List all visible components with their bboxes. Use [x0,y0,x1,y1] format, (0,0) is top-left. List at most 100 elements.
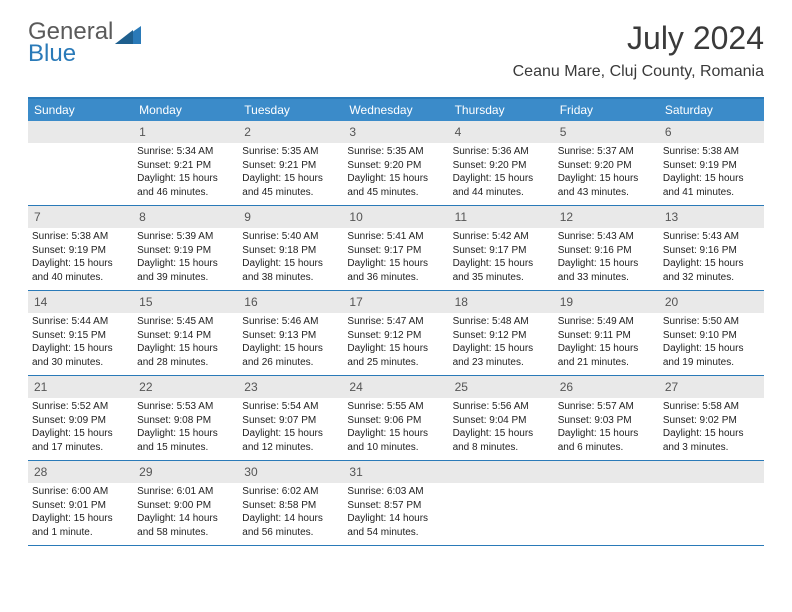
sunset-text: Sunset: 8:58 PM [242,499,339,513]
day-number [560,465,563,479]
sunset-text: Sunset: 8:57 PM [347,499,444,513]
day-body: Sunrise: 5:45 AMSunset: 9:14 PMDaylight:… [137,315,234,369]
sunset-text: Sunset: 9:08 PM [137,414,234,428]
day-number-row: 6 [659,121,764,143]
sunrise-text: Sunrise: 6:00 AM [32,485,129,499]
day-number: 2 [244,125,251,139]
day-cell: 23Sunrise: 5:54 AMSunset: 9:07 PMDayligh… [238,376,343,460]
day-cell: 3Sunrise: 5:35 AMSunset: 9:20 PMDaylight… [343,121,448,205]
sunset-text: Sunset: 9:21 PM [137,159,234,173]
sunrise-text: Sunrise: 5:40 AM [242,230,339,244]
sunset-text: Sunset: 9:06 PM [347,414,444,428]
day-body: Sunrise: 5:38 AMSunset: 9:19 PMDaylight:… [663,145,760,199]
day-number [665,465,668,479]
day-number: 31 [349,465,362,479]
sunrise-text: Sunrise: 5:48 AM [453,315,550,329]
daylight-text: Daylight: 15 hours and 43 minutes. [558,172,655,199]
location: Ceanu Mare, Cluj County, Romania [513,63,764,81]
day-number-row [659,461,764,483]
sunrise-text: Sunrise: 5:44 AM [32,315,129,329]
sunset-text: Sunset: 9:19 PM [137,244,234,258]
weekday-header: Sunday [28,99,133,121]
day-number-row: 15 [133,291,238,313]
day-cell: 31Sunrise: 6:03 AMSunset: 8:57 PMDayligh… [343,461,448,545]
day-number: 15 [139,295,152,309]
day-number: 24 [349,380,362,394]
sunset-text: Sunset: 9:01 PM [32,499,129,513]
sunrise-text: Sunrise: 5:50 AM [663,315,760,329]
sunrise-text: Sunrise: 5:38 AM [32,230,129,244]
week-row: 1Sunrise: 5:34 AMSunset: 9:21 PMDaylight… [28,121,764,206]
day-number: 18 [455,295,468,309]
weekday-header: Wednesday [343,99,448,121]
day-number-row: 26 [554,376,659,398]
day-number: 20 [665,295,678,309]
day-body: Sunrise: 5:55 AMSunset: 9:06 PMDaylight:… [347,400,444,454]
day-number: 23 [244,380,257,394]
day-number-row: 30 [238,461,343,483]
day-number: 16 [244,295,257,309]
day-cell: 27Sunrise: 5:58 AMSunset: 9:02 PMDayligh… [659,376,764,460]
daylight-text: Daylight: 15 hours and 28 minutes. [137,342,234,369]
day-cell: 24 Sunrise: 5:55 AMSunset: 9:06 PMDayligh… [343,376,448,460]
day-body: Sunrise: 5:39 AMSunset: 9:19 PMDaylight:… [137,230,234,284]
day-number-row: 8 [133,206,238,228]
day-number-row: 22 [133,376,238,398]
day-number-row: 18 [449,291,554,313]
sunset-text: Sunset: 9:17 PM [453,244,550,258]
logo-line2: Blue [28,42,113,66]
day-number-row: 11 [449,206,554,228]
day-number-row: 16 [238,291,343,313]
sunrise-text: Sunrise: 5:46 AM [242,315,339,329]
daylight-text: Daylight: 15 hours and 35 minutes. [453,257,550,284]
daylight-text: Daylight: 14 hours and 58 minutes. [137,512,234,539]
day-cell: 17Sunrise: 5:47 AMSunset: 9:12 PMDayligh… [343,291,448,375]
day-body: Sunrise: 5:47 AMSunset: 9:12 PMDaylight:… [347,315,444,369]
day-cell: 6 Sunrise: 5:38 AMSunset: 9:19 PMDaylight… [659,121,764,205]
daylight-text: Daylight: 15 hours and 30 minutes. [32,342,129,369]
day-cell: 19Sunrise: 5:49 AMSunset: 9:11 PMDayligh… [554,291,659,375]
sunset-text: Sunset: 9:03 PM [558,414,655,428]
sunset-text: Sunset: 9:15 PM [32,329,129,343]
daylight-text: Daylight: 15 hours and 32 minutes. [663,257,760,284]
daylight-text: Daylight: 15 hours and 41 minutes. [663,172,760,199]
day-number: 4 [455,125,462,139]
day-cell: 21Sunrise: 5:52 AMSunset: 9:09 PMDayligh… [28,376,133,460]
daylight-text: Daylight: 15 hours and 23 minutes. [453,342,550,369]
day-number-row: 20 [659,291,764,313]
sunrise-text: Sunrise: 5:43 AM [663,230,760,244]
day-number: 10 [349,210,362,224]
day-cell: 20 Sunrise: 5:50 AMSunset: 9:10 PMDayligh… [659,291,764,375]
day-cell: 4Sunrise: 5:36 AMSunset: 9:20 PMDaylight… [449,121,554,205]
sunset-text: Sunset: 9:00 PM [137,499,234,513]
daylight-text: Daylight: 15 hours and 10 minutes. [347,427,444,454]
sunrise-text: Sunrise: 5:37 AM [558,145,655,159]
sunrise-text: Sunrise: 6:01 AM [137,485,234,499]
day-body: Sunrise: 5:41 AMSunset: 9:17 PMDaylight:… [347,230,444,284]
day-body: Sunrise: 5:56 AMSunset: 9:04 PMDaylight:… [453,400,550,454]
sunset-text: Sunset: 9:12 PM [347,329,444,343]
sunset-text: Sunset: 9:20 PM [558,159,655,173]
day-number [34,125,37,139]
day-number-row: 3 [343,121,448,143]
day-number: 9 [244,210,251,224]
weekday-header-row: SundayMondayTuesdayWednesdayThursdayFrid… [28,99,764,121]
sunrise-text: Sunrise: 5:54 AM [242,400,339,414]
day-number: 26 [560,380,573,394]
day-number-row: 23 [238,376,343,398]
sunrise-text: Sunrise: 5:57 AM [558,400,655,414]
day-body: Sunrise: 5:34 AMSunset: 9:21 PMDaylight:… [137,145,234,199]
logo-text: General Blue [28,20,113,66]
day-body: Sunrise: 5:58 AMSunset: 9:02 PMDaylight:… [663,400,760,454]
day-number: 25 [455,380,468,394]
sunset-text: Sunset: 9:19 PM [663,159,760,173]
day-body: Sunrise: 5:50 AMSunset: 9:10 PMDaylight:… [663,315,760,369]
day-number-row: 17 [343,291,448,313]
day-number: 12 [560,210,573,224]
day-number: 6 [665,125,672,139]
day-cell [28,121,133,205]
day-body: Sunrise: 5:57 AMSunset: 9:03 PMDaylight:… [558,400,655,454]
weeks-container: 1Sunrise: 5:34 AMSunset: 9:21 PMDaylight… [28,121,764,546]
sunrise-text: Sunrise: 5:43 AM [558,230,655,244]
day-number-row: 21 [28,376,133,398]
